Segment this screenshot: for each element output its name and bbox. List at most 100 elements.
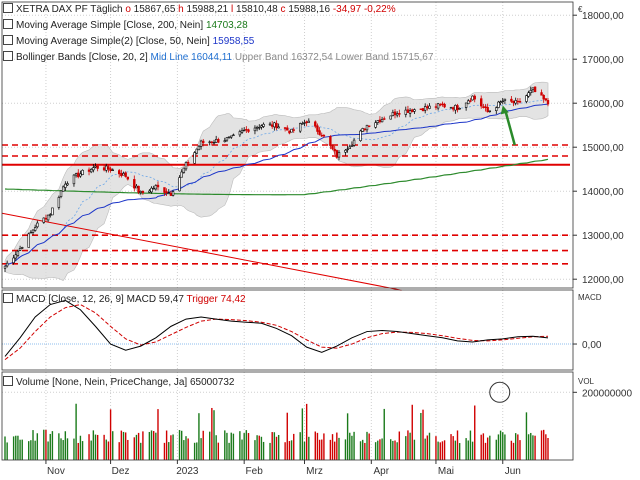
candle-body <box>469 100 472 102</box>
volume-bar <box>152 431 155 460</box>
candle-body <box>133 179 136 189</box>
macd-pane[interactable] <box>2 299 573 361</box>
candle-body <box>109 168 112 171</box>
candle-body <box>18 248 22 251</box>
candle-body <box>16 250 20 256</box>
candle-body <box>107 166 110 170</box>
candle-body <box>72 174 76 185</box>
candle-body <box>230 135 233 138</box>
legend-ma200[interactable]: Moving Average Simple [Close, 200, Nein]… <box>3 19 248 32</box>
candle-body <box>238 131 242 136</box>
volume-bar <box>368 433 370 460</box>
volume-bar <box>49 433 51 460</box>
time-tick-label: Dez <box>112 466 130 477</box>
volume-tick-label: 200000000 <box>582 388 632 399</box>
volume-bar <box>435 436 437 460</box>
volume-bar <box>105 439 107 460</box>
legend-macd[interactable]: MACD [Close, 12, 26, 9] MACD 59,47 Trigg… <box>3 293 246 306</box>
volume-bar <box>64 431 67 460</box>
volume-bar <box>226 432 228 460</box>
collapse-icon[interactable] <box>3 3 13 13</box>
collapse-icon[interactable] <box>3 51 13 61</box>
collapse-icon[interactable] <box>3 293 13 303</box>
candle-body <box>441 103 444 105</box>
candle-body <box>258 127 261 129</box>
candle-body <box>165 191 168 194</box>
legend-volume[interactable]: Volume [None, Nein, PriceChange, Ja] 650… <box>3 376 235 389</box>
volume-bar <box>377 440 379 460</box>
volume-bar <box>351 435 353 460</box>
volume-bar <box>517 434 519 460</box>
volume-bar <box>314 431 316 460</box>
volume-bar <box>484 442 487 460</box>
candle-body <box>225 137 229 141</box>
volume-bar <box>122 431 125 460</box>
candle-body <box>374 122 377 128</box>
volume-bar <box>81 441 84 460</box>
legend-ma50[interactable]: Moving Average Simple(2) [Close, 50, Nei… <box>3 35 254 48</box>
collapse-icon[interactable] <box>3 35 13 45</box>
volume-bar <box>213 410 215 460</box>
volume-bar <box>120 430 123 460</box>
candle-body <box>305 121 308 124</box>
volume-bar <box>303 441 306 460</box>
candle-body <box>419 108 423 110</box>
candle-body <box>202 140 205 144</box>
candle-body <box>102 167 106 171</box>
candle-body <box>59 190 63 198</box>
candle-body <box>514 100 517 104</box>
price-tick-label: 16000,00 <box>582 99 624 110</box>
bb-label: Bollinger Bands <box>16 52 87 63</box>
candle-body <box>122 173 125 176</box>
volume-pane[interactable] <box>4 381 549 460</box>
volume-bar <box>398 431 401 460</box>
price-pane[interactable] <box>1 81 570 291</box>
candle-body <box>331 144 334 150</box>
macd-axis-title: MACD <box>578 293 602 302</box>
candle-body <box>197 145 201 151</box>
volume-bar <box>545 434 547 460</box>
volume-bar <box>135 434 138 460</box>
volume-bar <box>329 439 332 460</box>
high-label: h <box>178 4 184 15</box>
candle-body <box>29 231 33 234</box>
volume-bar <box>383 408 385 460</box>
collapse-icon[interactable] <box>3 19 13 29</box>
volume-bar <box>542 429 545 460</box>
candle-body <box>178 177 181 192</box>
volume-bar <box>428 432 431 460</box>
ma200-value: 14703,28 <box>205 20 248 31</box>
candle-body <box>156 184 160 188</box>
candle-body <box>365 124 369 131</box>
macd-params: [Close, 12, 26, 9] <box>48 294 124 305</box>
pane-frame <box>1 371 574 461</box>
time-tick-label: 2023 <box>176 466 199 477</box>
ma50-value: 15958,55 <box>212 36 255 47</box>
candle-body <box>389 115 392 120</box>
candle-body <box>186 162 190 164</box>
volume-bar <box>413 439 416 460</box>
legend-bollinger[interactable]: Bollinger Bands [Close, 20, 2] Mid Line … <box>3 51 433 64</box>
candle-body <box>467 100 470 105</box>
volume-bar <box>239 431 241 460</box>
collapse-icon[interactable] <box>3 376 13 386</box>
candle-body <box>199 140 203 147</box>
volume-bar <box>155 432 157 460</box>
volume-bar <box>361 439 364 460</box>
trigger-value: 74,42 <box>220 294 246 305</box>
volume-bar <box>185 436 187 460</box>
candle-body <box>337 152 341 158</box>
volume-bar <box>228 442 230 460</box>
candle-body <box>531 87 535 90</box>
candle-body <box>434 106 438 108</box>
volume-bar <box>379 439 381 460</box>
volume-bar <box>530 432 532 460</box>
candle-body <box>139 191 142 193</box>
volume-bar <box>407 430 409 460</box>
bb-upper-label: Upper Band <box>234 52 289 63</box>
bollinger-band <box>4 81 549 282</box>
pane-frame <box>1 1 574 289</box>
candle-body <box>316 125 319 132</box>
volume-bar <box>514 433 517 460</box>
